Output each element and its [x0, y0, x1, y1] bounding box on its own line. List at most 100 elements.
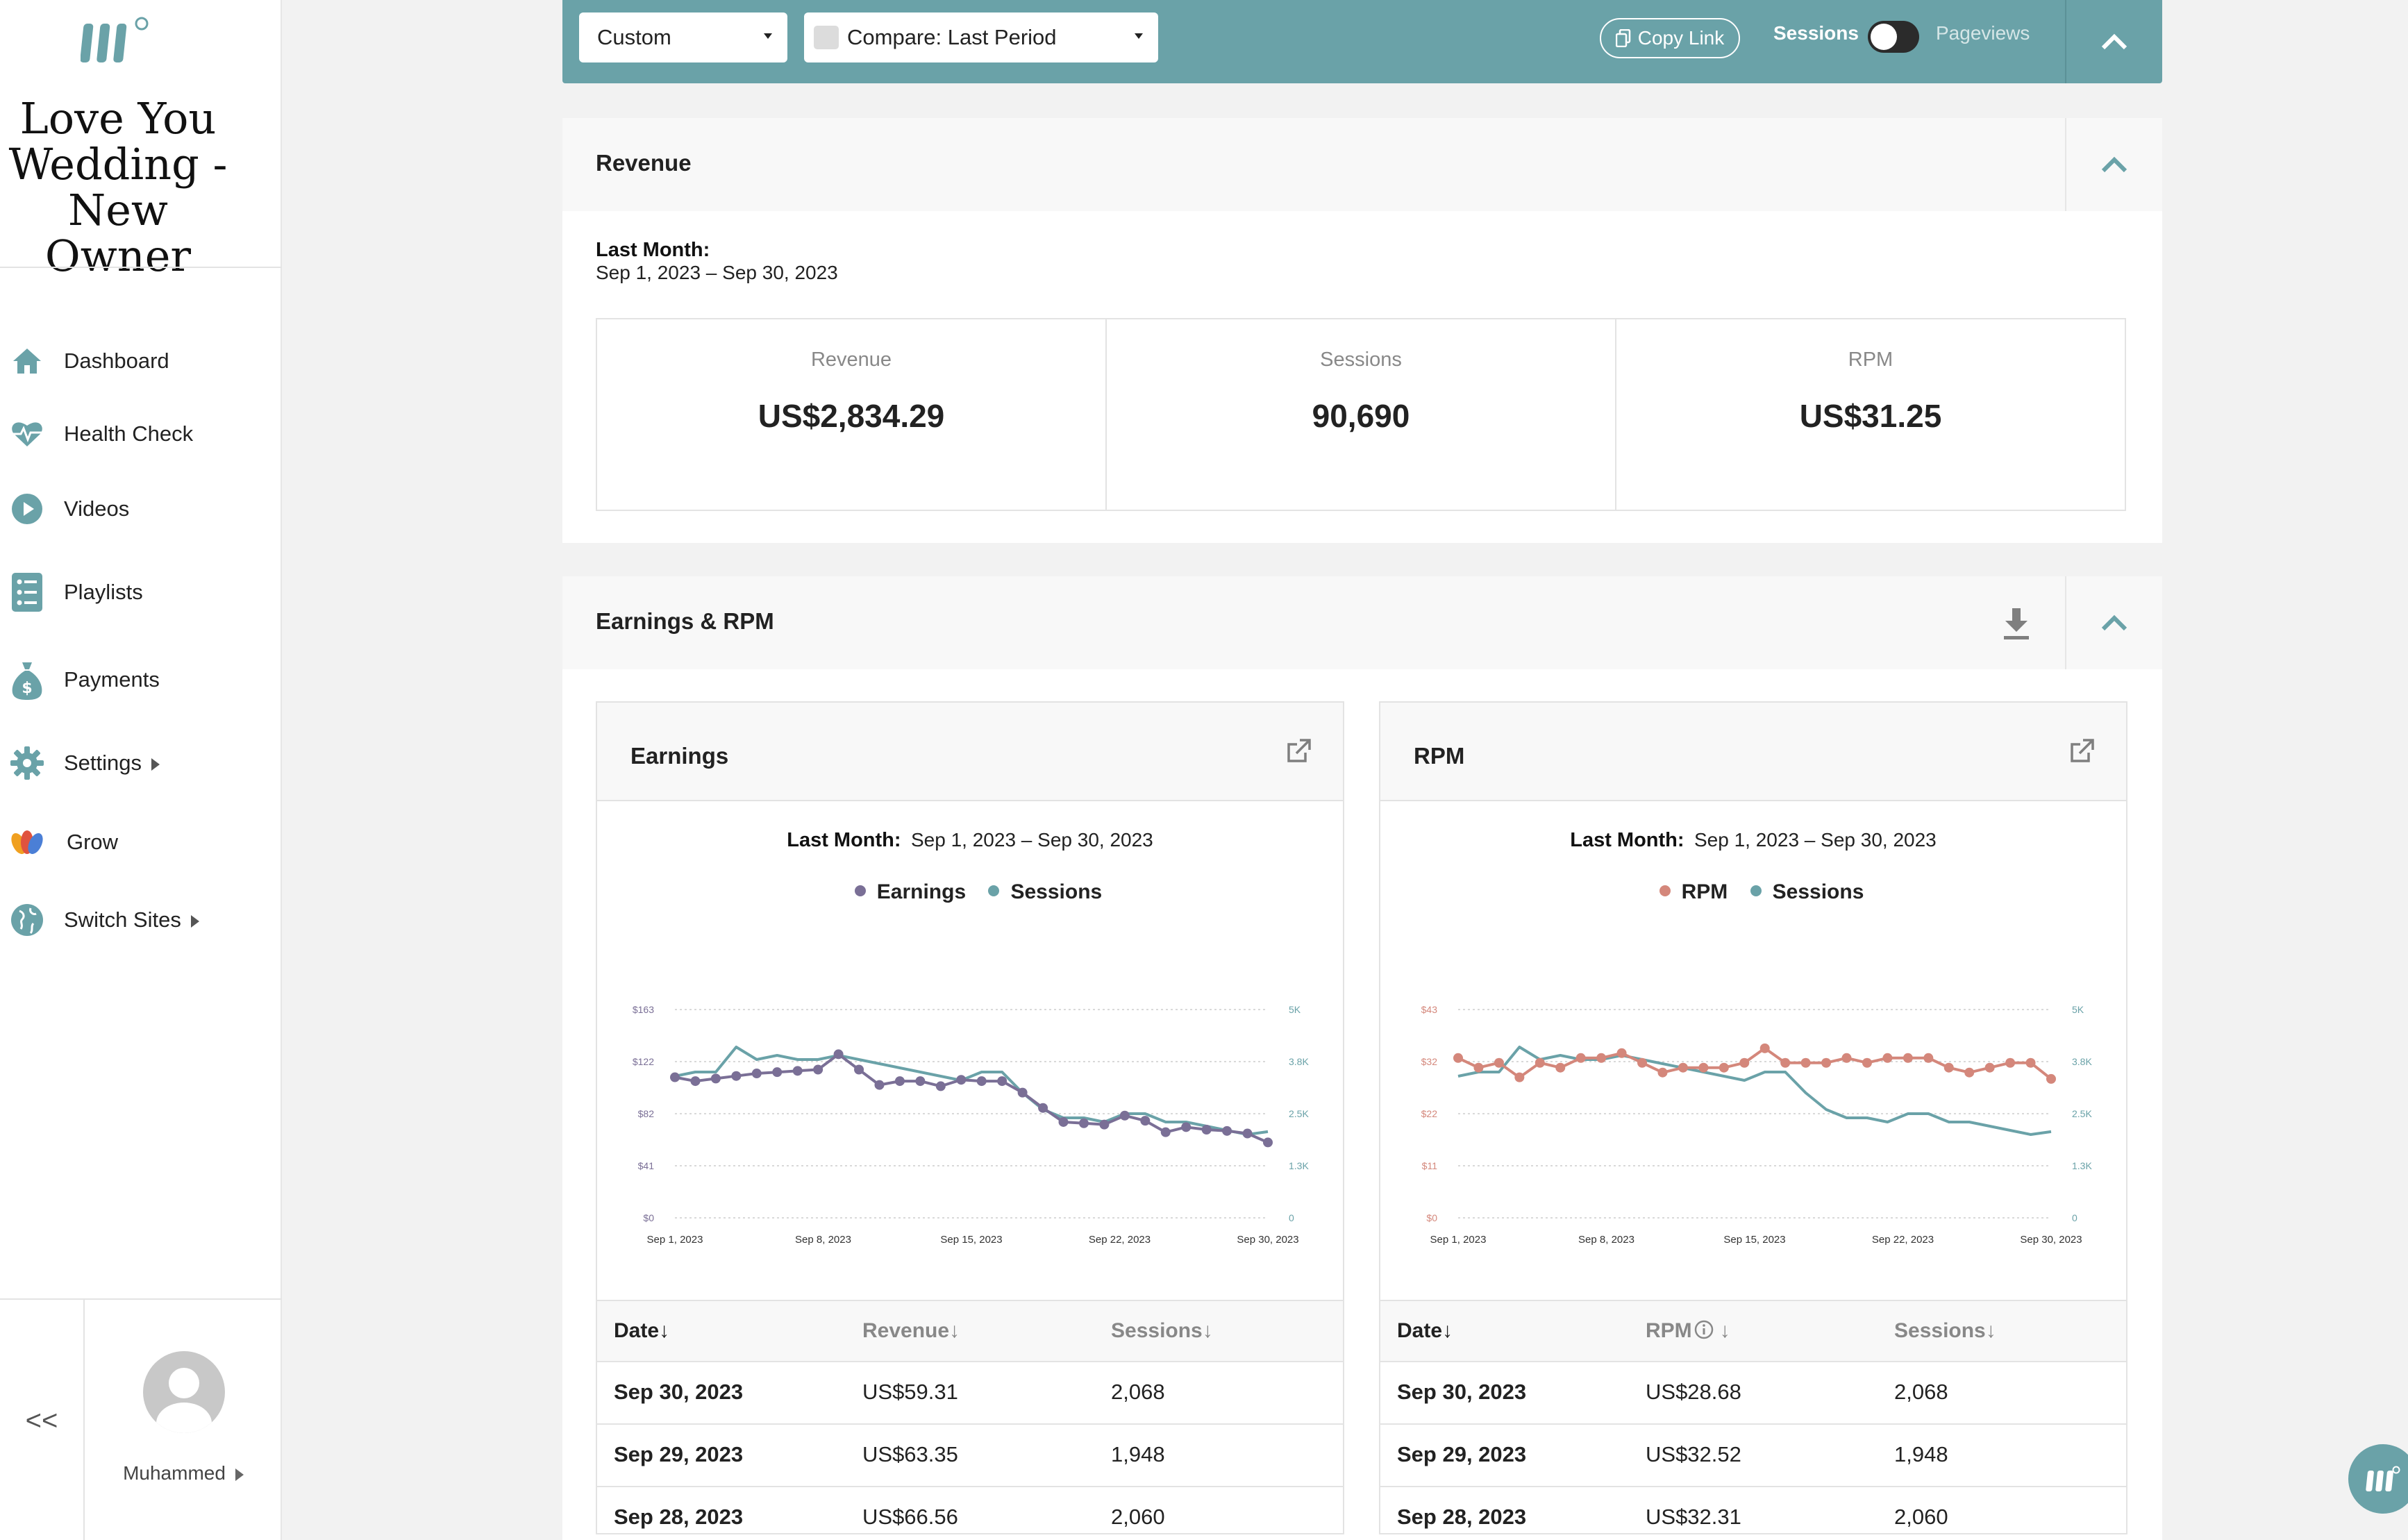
y-right-tick-label: 2.5K — [2072, 1108, 2092, 1119]
kpi-value: US$31.25 — [1799, 398, 1942, 434]
data-point-rpm — [2046, 1073, 2056, 1084]
data-point-rpm — [1575, 1053, 1586, 1063]
nav-item-videos[interactable]: Videos — [0, 485, 281, 533]
revenue-period: Last Month: Sep 1, 2023 – Sep 30, 2023 — [596, 239, 838, 284]
toolbar-collapse-button[interactable] — [2065, 0, 2162, 83]
info-icon[interactable] — [1694, 1319, 1714, 1340]
caret-right-icon — [190, 914, 199, 928]
y-left-tick-label: $0 — [1426, 1212, 1437, 1223]
rpm-period: Last Month: Sep 1, 2023 – Sep 30, 2023 — [1380, 829, 2126, 852]
column-header-sessions[interactable]: Sessions↓ — [1111, 1319, 1213, 1342]
kpi-rpm: RPM US$31.25 — [1615, 318, 2126, 511]
kpi-label: RPM — [1848, 349, 1893, 371]
legend-marker-sessions — [988, 885, 1000, 897]
dropdown-arrow-icon — [764, 33, 772, 39]
data-point-earnings — [1201, 1125, 1212, 1135]
earnings-rpm-card: Earnings & RPM Earnings Last Month: Sep … — [562, 576, 2162, 1540]
period-value: Sep 1, 2023 – Sep 30, 2023 — [596, 262, 838, 283]
earnings-rpm-collapse-button[interactable] — [2065, 576, 2162, 669]
nav-item-settings[interactable]: Settings — [0, 739, 281, 787]
rpm-panel: RPM Last Month: Sep 1, 2023 – Sep 30, 20… — [1379, 701, 2127, 1534]
column-header-label: RPM — [1646, 1319, 1692, 1342]
date-range-select[interactable]: Custom — [579, 12, 787, 62]
column-header-rpm[interactable]: RPM ↓ — [1646, 1301, 1730, 1361]
y-left-tick-label: $41 — [638, 1160, 655, 1171]
data-point-rpm — [1596, 1053, 1607, 1063]
cell-date: Sep 28, 2023 — [614, 1505, 744, 1529]
legend-label[interactable]: Earnings — [876, 880, 967, 903]
nav-item-dashboard[interactable]: Dashboard — [0, 337, 281, 385]
kpi-label: Sessions — [1320, 349, 1402, 371]
data-point-rpm — [1964, 1067, 1975, 1078]
earnings-rpm-card-title: Earnings & RPM — [596, 608, 774, 634]
earnings-table: Date↓ Revenue↓ Sessions↓ Sep 30, 2023 US… — [597, 1300, 1343, 1533]
external-link-icon[interactable] — [1285, 737, 1312, 765]
metric-toggle[interactable] — [1868, 21, 1919, 53]
avatar[interactable] — [143, 1351, 225, 1433]
sidebar-divider — [0, 267, 282, 268]
cell-revenue: US$59.31 — [862, 1380, 958, 1404]
site-name-line: New Owner — [44, 185, 192, 281]
legend-label[interactable]: Sessions — [1772, 880, 1864, 903]
chevron-up-icon — [2101, 33, 2127, 50]
filter-toolbar: Custom Compare: Last Period Copy Link Se… — [562, 0, 2162, 83]
x-tick-label: Sep 22, 2023 — [1872, 1234, 1934, 1246]
kpi-revenue: Revenue US$2,834.29 — [596, 318, 1107, 511]
data-point-earnings — [772, 1067, 783, 1078]
legend-label[interactable]: Sessions — [1010, 880, 1103, 903]
kpi-sessions: Sessions 90,690 — [1105, 318, 1616, 511]
globe-icon — [8, 901, 46, 939]
series-line-earnings — [674, 1053, 1269, 1144]
data-point-earnings — [833, 1049, 844, 1060]
data-point-earnings — [894, 1076, 905, 1087]
collapse-sidebar-button[interactable]: << — [0, 1300, 85, 1540]
nav-item-grow[interactable]: Grow — [0, 818, 281, 867]
user-menu[interactable]: Muhammed — [85, 1462, 282, 1484]
data-point-earnings — [1140, 1116, 1151, 1126]
compare-select[interactable]: Compare: Last Period — [804, 12, 1158, 62]
cell-sessions: 2,060 — [1894, 1505, 1948, 1529]
column-header-sessions[interactable]: Sessions↓ — [1894, 1319, 1996, 1342]
column-header-date[interactable]: Date↓ — [1397, 1319, 1453, 1342]
site-name: Love You Wedding - New Owner — [0, 96, 236, 279]
revenue-collapse-button[interactable] — [2065, 118, 2162, 211]
data-point-rpm — [1473, 1062, 1484, 1073]
data-point-rpm — [1555, 1062, 1566, 1073]
column-header-date[interactable]: Date↓ — [614, 1319, 670, 1342]
y-right-tick-label: 5K — [2072, 1004, 2084, 1015]
y-left-tick-label: $0 — [643, 1212, 654, 1223]
nav-label-text: Settings — [64, 751, 142, 775]
data-point-rpm — [1494, 1057, 1504, 1068]
table-row: Sep 30, 2023 US$59.31 2,068 — [597, 1362, 1343, 1425]
nav-label: Grow — [67, 830, 119, 854]
cell-sessions: 2,060 — [1111, 1505, 1165, 1529]
data-point-earnings — [854, 1064, 864, 1075]
data-point-rpm — [1862, 1057, 1872, 1068]
help-launcher-button[interactable] — [2348, 1444, 2408, 1514]
cell-date: Sep 29, 2023 — [614, 1442, 744, 1466]
column-header-revenue[interactable]: Revenue↓ — [862, 1319, 960, 1342]
nav-item-payments[interactable]: $ Payments — [0, 655, 281, 704]
heart-pulse-icon — [8, 415, 46, 453]
data-point-rpm — [1903, 1053, 1913, 1063]
legend-label[interactable]: RPM — [1681, 880, 1728, 903]
earnings-legend: Earnings Sessions — [597, 880, 1343, 904]
data-point-rpm — [1739, 1057, 1750, 1068]
nav-item-switch-sites[interactable]: Switch Sites — [0, 896, 281, 944]
x-tick-label: Sep 15, 2023 — [1723, 1234, 1785, 1246]
cell-rpm: US$32.31 — [1646, 1505, 1741, 1529]
earnings-panel-header: Earnings — [597, 703, 1343, 801]
nav-item-health-check[interactable]: Health Check — [0, 410, 281, 458]
external-link-icon[interactable] — [2068, 737, 2096, 765]
cell-date: Sep 30, 2023 — [614, 1380, 744, 1404]
money-bag-icon: $ — [8, 661, 46, 700]
rpm-chart: $0 0 $11 1.3K $22 2.5K $32 3.8K $43 5K Sep 1, 2023… — [1421, 1004, 2093, 1246]
cell-rpm: US$28.68 — [1646, 1380, 1741, 1404]
nav-item-playlists[interactable]: Playlists — [0, 568, 281, 617]
y-left-tick-label: $43 — [1421, 1004, 1438, 1015]
period-value: Sep 1, 2023 – Sep 30, 2023 — [1694, 829, 1937, 851]
svg-text:$: $ — [22, 680, 32, 697]
copy-link-button[interactable]: Copy Link — [1600, 18, 1740, 58]
brand-logo[interactable] — [81, 15, 153, 65]
download-button[interactable] — [2001, 607, 2032, 642]
